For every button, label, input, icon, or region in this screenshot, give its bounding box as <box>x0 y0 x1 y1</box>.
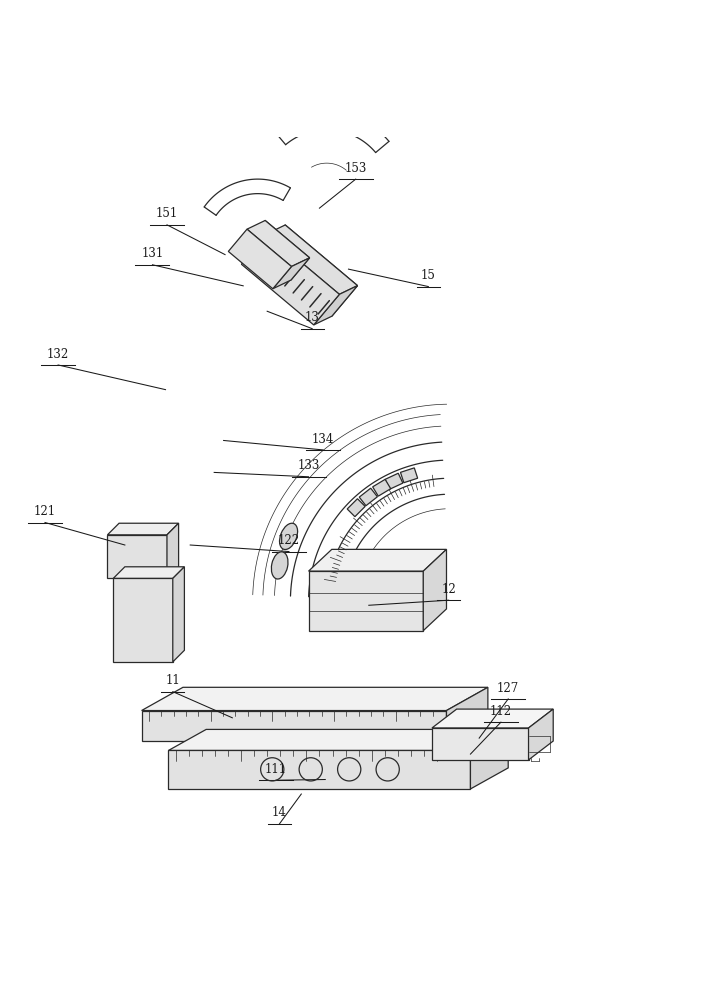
Polygon shape <box>247 220 309 267</box>
Polygon shape <box>173 567 184 662</box>
Polygon shape <box>168 729 508 750</box>
Polygon shape <box>113 578 173 662</box>
Polygon shape <box>167 523 179 578</box>
Polygon shape <box>229 229 291 289</box>
Text: 14: 14 <box>272 806 287 819</box>
Polygon shape <box>142 711 446 741</box>
Text: 131: 131 <box>142 247 163 260</box>
Polygon shape <box>273 258 309 289</box>
Polygon shape <box>267 225 357 294</box>
Text: 122: 122 <box>278 534 300 547</box>
Polygon shape <box>242 234 339 325</box>
Text: 112: 112 <box>490 705 512 718</box>
Ellipse shape <box>280 523 298 550</box>
Polygon shape <box>314 286 357 325</box>
Text: 15: 15 <box>421 269 436 282</box>
Polygon shape <box>142 687 488 711</box>
Text: 134: 134 <box>312 433 334 446</box>
Polygon shape <box>385 473 403 489</box>
Polygon shape <box>529 709 553 760</box>
Polygon shape <box>423 549 446 631</box>
Polygon shape <box>107 535 167 578</box>
Polygon shape <box>247 220 309 280</box>
Text: 133: 133 <box>298 459 319 472</box>
Polygon shape <box>309 571 423 631</box>
Polygon shape <box>309 549 446 571</box>
Text: 121: 121 <box>34 505 56 518</box>
Text: 127: 127 <box>497 682 519 695</box>
Polygon shape <box>359 488 378 506</box>
Polygon shape <box>446 687 488 741</box>
Text: 153: 153 <box>345 162 367 175</box>
Polygon shape <box>168 750 470 789</box>
Polygon shape <box>347 499 365 517</box>
Polygon shape <box>432 728 529 760</box>
Text: 11: 11 <box>166 674 180 687</box>
Text: 12: 12 <box>441 583 456 596</box>
Text: 151: 151 <box>156 207 178 220</box>
Polygon shape <box>470 729 508 789</box>
Polygon shape <box>372 479 391 496</box>
Polygon shape <box>113 567 184 578</box>
Polygon shape <box>107 523 179 535</box>
Text: 13: 13 <box>305 311 319 324</box>
Polygon shape <box>432 709 553 728</box>
Text: 111: 111 <box>265 763 287 776</box>
Polygon shape <box>260 225 357 316</box>
Polygon shape <box>401 468 417 483</box>
Text: 132: 132 <box>47 348 69 361</box>
Ellipse shape <box>272 552 288 579</box>
